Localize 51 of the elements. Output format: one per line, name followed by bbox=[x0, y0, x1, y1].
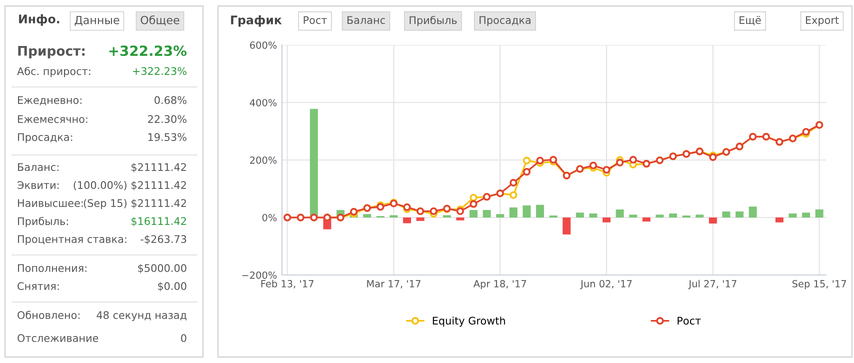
text: Инфо. bbox=[19, 14, 60, 26]
text: (Sep 15) $21111.42 bbox=[84, 198, 186, 210]
legend-label: Рост bbox=[678, 316, 701, 325]
text: Наивысшее: bbox=[18, 199, 83, 208]
x-tick-label: Jun 02, '17 bbox=[580, 280, 632, 290]
y-tick-label: 400% bbox=[250, 98, 277, 106]
text: Прибыль bbox=[410, 16, 457, 26]
text: Ещё bbox=[740, 16, 761, 26]
text: Ежедневно: bbox=[18, 96, 82, 106]
text: Отслеживание bbox=[18, 334, 98, 342]
text: Ежемесячно: bbox=[18, 115, 88, 124]
text: 19.53% bbox=[148, 133, 186, 142]
y-tick-label: −200% bbox=[242, 271, 277, 279]
text: Просадка bbox=[480, 16, 530, 26]
text: (100.00%) $21111.42 bbox=[74, 180, 186, 190]
text: +322.23% bbox=[109, 46, 187, 56]
text: Абс. прирост: bbox=[17, 66, 90, 78]
text: $16111.42 bbox=[132, 216, 186, 226]
y-tick-label: 200% bbox=[250, 156, 277, 164]
chart-title: График bbox=[231, 15, 282, 27]
text: Рост bbox=[304, 16, 327, 24]
text: $5000.00 bbox=[138, 264, 186, 274]
text: Обновлено: bbox=[18, 310, 80, 320]
text: Процентная ставка: bbox=[18, 235, 126, 246]
x-tick-label: Jul 27, '17 bbox=[688, 280, 736, 290]
legend-label: Equity Growth bbox=[432, 316, 505, 327]
text: Данные bbox=[74, 16, 120, 26]
text: -$263.73 bbox=[140, 234, 186, 244]
x-tick-label: Apr 18, '17 bbox=[473, 280, 526, 290]
text: 48 секунд назад bbox=[96, 311, 186, 322]
text: Эквити: bbox=[18, 181, 59, 190]
text: Снятия: bbox=[18, 282, 59, 290]
text: $0.00 bbox=[158, 282, 186, 292]
text: Прирост: bbox=[18, 46, 85, 58]
text: Пополнения: bbox=[18, 264, 86, 272]
text: $21111.42 bbox=[132, 162, 186, 172]
text: Export bbox=[806, 16, 839, 26]
text: Баланс bbox=[347, 16, 385, 24]
text: Общее bbox=[140, 15, 180, 26]
y-tick-label: 0% bbox=[262, 214, 277, 222]
x-tick-label: Sep 15, '17 bbox=[792, 280, 846, 290]
text: Прибыль: bbox=[18, 216, 68, 228]
x-tick-label: Mar 17, '17 bbox=[367, 280, 420, 288]
text: 0.68% bbox=[154, 96, 186, 104]
text: Баланс: bbox=[18, 163, 58, 172]
text: 22.30% bbox=[148, 115, 186, 124]
text: 0 bbox=[181, 334, 186, 342]
y-tick-label: 600% bbox=[250, 41, 277, 49]
x-tick-label: Feb 13, '17 bbox=[261, 280, 314, 288]
text: +322.23% bbox=[133, 67, 186, 76]
text: Просадка: bbox=[18, 133, 72, 144]
